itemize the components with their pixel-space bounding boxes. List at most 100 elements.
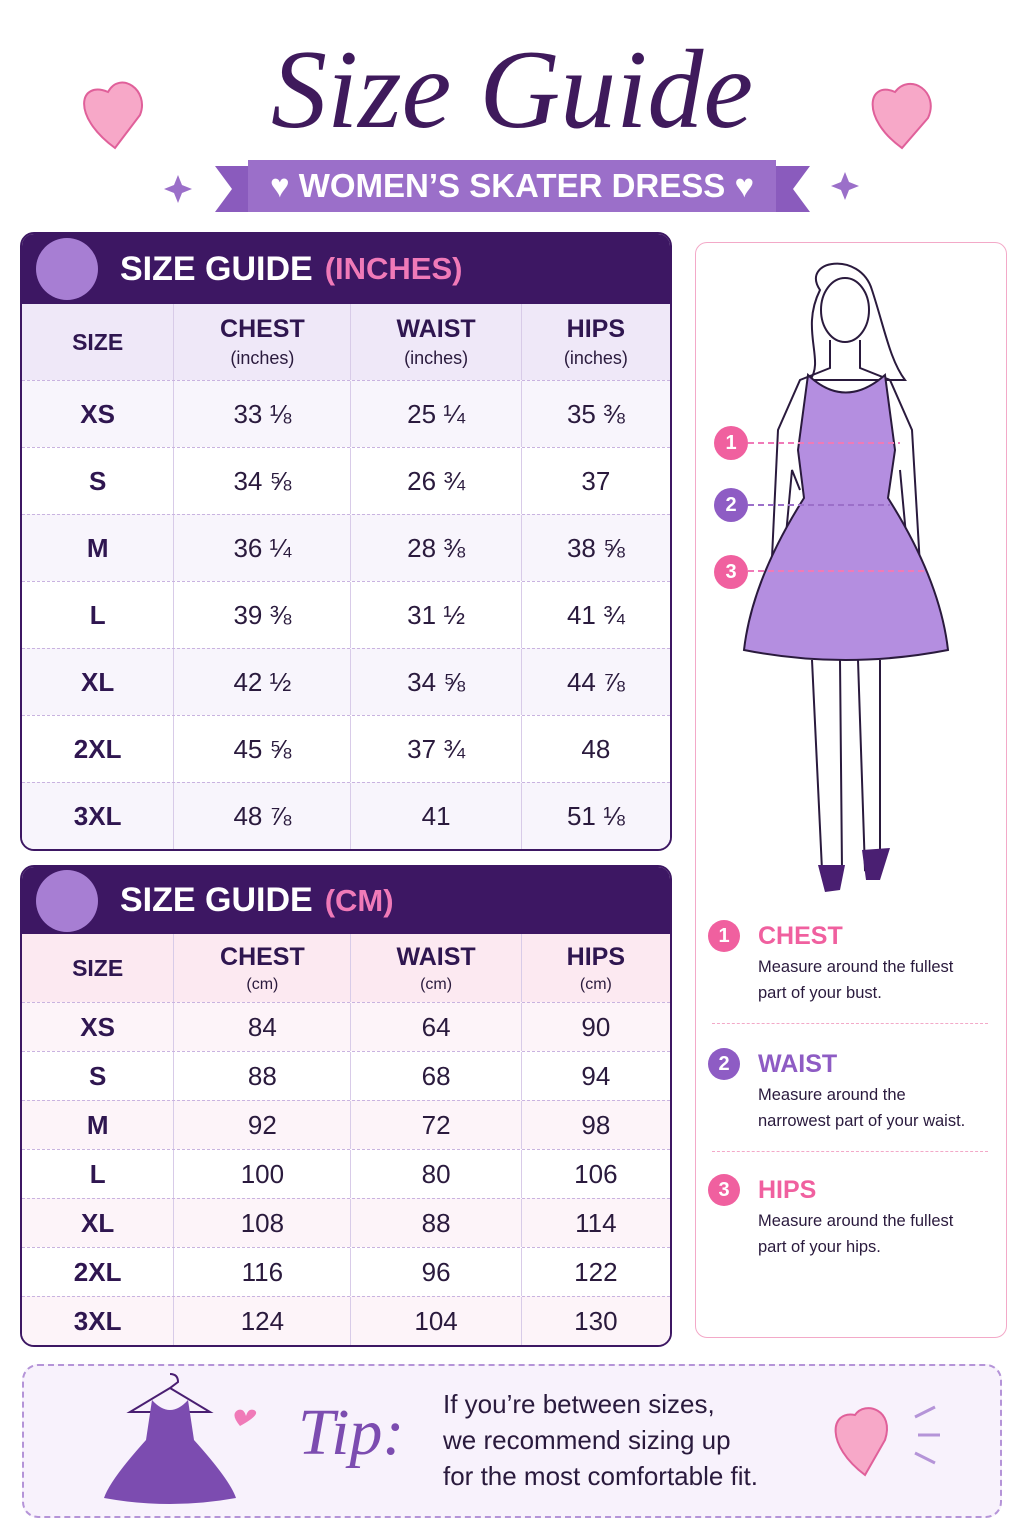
column-unit: (inches) xyxy=(404,348,469,368)
table-row: L 39 ⅜ 31 ½ 41 ¾ xyxy=(22,581,670,648)
column-unit: (inches) xyxy=(230,348,295,368)
cell-value: 92 xyxy=(173,1101,350,1149)
cell-value: 124 xyxy=(173,1297,350,1345)
cell-value: 28 ⅜ xyxy=(350,515,520,581)
cell-value: 64 xyxy=(350,1003,520,1051)
column-name: WAIST xyxy=(396,315,476,343)
decorations xyxy=(83,81,932,212)
cell-value: 51 ⅛ xyxy=(520,783,670,849)
cell-value: 38 ⅝ xyxy=(520,515,670,581)
table-header: SIZE GUIDE (CM) xyxy=(22,867,670,934)
table-unit: (INCHES) xyxy=(324,251,463,286)
column-header: HIPS (inches) xyxy=(520,304,670,380)
cell-value: 96 xyxy=(350,1248,520,1296)
size-label: XS xyxy=(80,1011,115,1042)
cell-value: 35 ⅜ xyxy=(520,381,670,447)
size-label: M xyxy=(86,532,109,563)
description-line: part of your hips. xyxy=(758,1238,881,1256)
cell-value: 72 xyxy=(350,1101,520,1149)
description-line: part of your bust. xyxy=(758,984,882,1002)
cell-value: 34 ⅝ xyxy=(173,448,350,514)
column-header: WAIST (inches) xyxy=(350,304,520,380)
measure-name: HIPS xyxy=(758,1176,817,1204)
cell-value: 36 ¼ xyxy=(173,515,350,581)
measure-name: WAIST xyxy=(758,1050,838,1078)
table-row: XL 108 88 114 xyxy=(22,1198,670,1247)
cell-value: 37 ¾ xyxy=(350,716,520,782)
column-unit: (cm) xyxy=(579,975,612,993)
size-label: S xyxy=(88,1060,107,1091)
size-label: S xyxy=(88,465,107,496)
cell-value: 106 xyxy=(520,1150,670,1198)
size-label: M xyxy=(86,1109,109,1140)
description-line: narrowest part of your waist. xyxy=(758,1112,966,1130)
column-name: CHEST xyxy=(220,315,305,343)
figure-marker: 3 xyxy=(714,555,748,589)
cell-value: 33 ⅛ xyxy=(173,381,350,447)
cell-value: 114 xyxy=(520,1199,670,1247)
title: Size Guide xyxy=(270,28,754,152)
cell-value: 94 xyxy=(520,1052,670,1100)
column-name: HIPS xyxy=(566,315,626,343)
column-name: SIZE xyxy=(72,328,124,355)
size-label: 3XL xyxy=(73,1305,122,1336)
cell-value: 37 xyxy=(520,448,670,514)
table-row: S 34 ⅝ 26 ¾ 37 xyxy=(22,447,670,514)
measure-description: Measure around the narrowest part of your… xyxy=(758,1082,965,1134)
cell-value: 41 xyxy=(350,783,520,849)
column-header-row: SIZE CHEST (inches) WAIST (inches) HIPS (inche… xyxy=(22,304,670,380)
table-row: 3XL 48 ⅞ 41 51 ⅛ xyxy=(22,782,670,849)
cell-value: 116 xyxy=(173,1248,350,1296)
cell-value: 26 ¾ xyxy=(350,448,520,514)
measure-description: Measure around the fullest part of your h… xyxy=(758,1208,953,1260)
cell-value: 34 ⅝ xyxy=(350,649,520,715)
measure-number: 2 xyxy=(708,1048,740,1080)
table-heading: SIZE GUIDE xyxy=(120,249,313,288)
cell-value: 42 ½ xyxy=(173,649,350,715)
cell-value: 90 xyxy=(520,1003,670,1051)
column-name: HIPS xyxy=(566,942,626,971)
column-name: SIZE xyxy=(72,954,124,981)
size-label: XL xyxy=(81,1207,115,1238)
tip-line: for the most comfortable fit. xyxy=(443,1461,759,1491)
size-label: L xyxy=(89,1158,106,1189)
column-name: CHEST xyxy=(220,942,305,971)
table-row: M 92 72 98 xyxy=(22,1100,670,1149)
table-row: 2XL 116 96 122 xyxy=(22,1247,670,1296)
table-row: XS 33 ⅛ 25 ¼ 35 ⅜ xyxy=(22,380,670,447)
cell-value: 100 xyxy=(173,1150,350,1198)
cell-value: 104 xyxy=(350,1297,520,1345)
column-header: WAIST (cm) xyxy=(350,934,520,1002)
column-header: SIZE xyxy=(22,304,173,380)
table-row: L 100 80 106 xyxy=(22,1149,670,1198)
size-label: 2XL xyxy=(73,733,122,764)
size-label: 2XL xyxy=(73,1256,122,1287)
size-label: L xyxy=(89,599,106,630)
cell-value: 68 xyxy=(350,1052,520,1100)
cell-value: 88 xyxy=(173,1052,350,1100)
table-row: XL 42 ½ 34 ⅝ 44 ⅞ xyxy=(22,648,670,715)
description-line: Measure around the fullest xyxy=(758,958,954,976)
tape-icon xyxy=(36,869,98,932)
cell-value: 122 xyxy=(520,1248,670,1296)
tape-icon xyxy=(36,238,98,300)
measure-description: Measure around the fullest part of your b… xyxy=(758,954,953,1006)
cell-value: 130 xyxy=(520,1297,670,1345)
measure-number: 3 xyxy=(708,1174,740,1206)
column-header: CHEST (cm) xyxy=(173,934,350,1002)
tip-label: Tip: xyxy=(298,1396,405,1469)
table-unit: (CM) xyxy=(324,882,394,918)
tip-line: we recommend sizing up xyxy=(443,1425,731,1455)
column-unit: (inches) xyxy=(563,348,628,368)
column-header: SIZE xyxy=(22,934,173,1002)
cell-value: 31 ½ xyxy=(350,582,520,648)
subtitle: ♥ WOMEN’S SKATER DRESS ♥ xyxy=(248,160,776,212)
subtitle-text: WOMEN’S SKATER DRESS xyxy=(298,167,726,204)
column-header: HIPS (cm) xyxy=(520,934,670,1002)
dress-icon xyxy=(104,1373,257,1504)
cell-value: 98 xyxy=(520,1101,670,1149)
size-label: 3XL xyxy=(73,800,122,831)
table-row: M 36 ¼ 28 ⅜ 38 ⅝ xyxy=(22,514,670,581)
heart-icon xyxy=(834,1405,940,1477)
